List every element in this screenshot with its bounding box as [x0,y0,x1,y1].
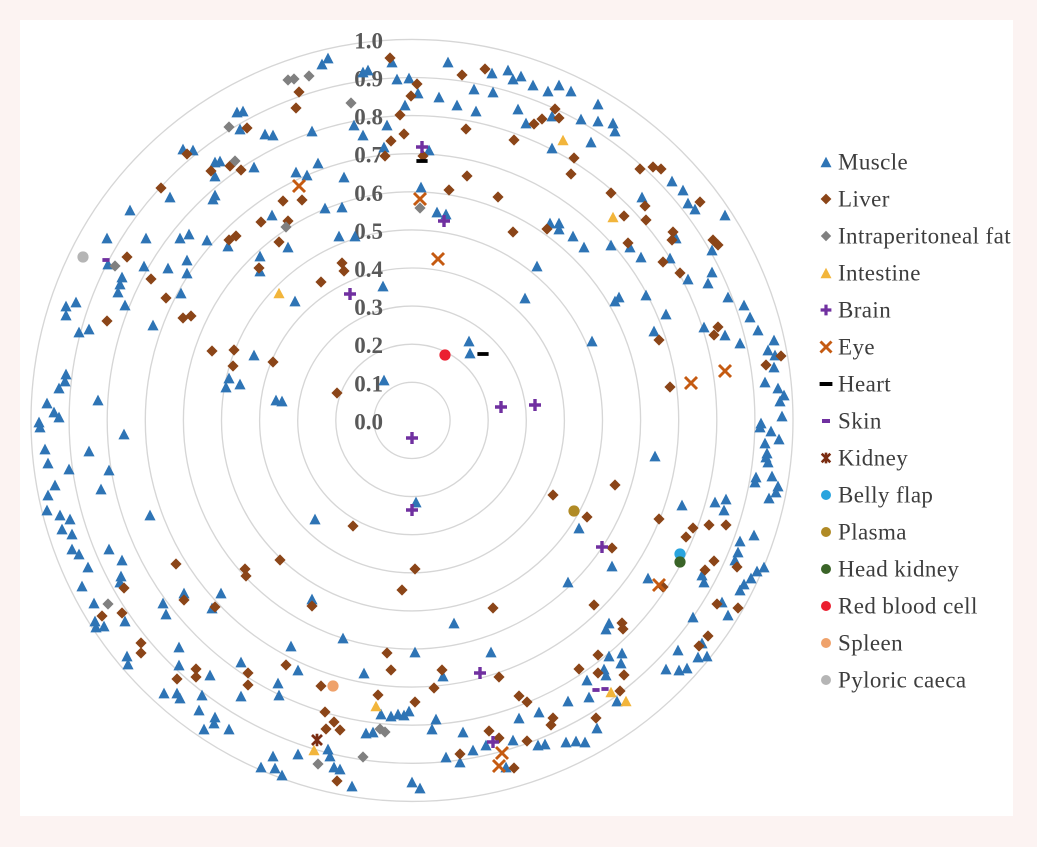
svg-text:Belly flap: Belly flap [838,483,933,508]
svg-text:Muscle: Muscle [838,150,908,175]
svg-text:0.6: 0.6 [354,181,383,206]
svg-text:Kidney: Kidney [838,446,908,471]
svg-text:0.7: 0.7 [354,143,383,168]
svg-text:Red blood cell: Red blood cell [838,594,978,619]
svg-text:Heart: Heart [838,372,891,397]
svg-text:Head kidney: Head kidney [838,557,959,582]
svg-text:Intestine: Intestine [838,261,921,286]
svg-text:Skin: Skin [838,409,882,434]
svg-text:Brain: Brain [838,298,891,323]
svg-text:0.3: 0.3 [354,295,383,320]
svg-text:0.2: 0.2 [354,333,383,358]
svg-text:0.8: 0.8 [354,105,383,130]
svg-text:Pyloric caeca: Pyloric caeca [838,668,966,693]
svg-text:Intraperitoneal fat: Intraperitoneal fat [838,224,1011,249]
svg-text:1.0: 1.0 [354,28,383,53]
svg-text:0.0: 0.0 [354,409,383,434]
svg-text:0.1: 0.1 [354,371,383,396]
svg-text:Spleen: Spleen [838,631,903,656]
svg-text:Liver: Liver [838,187,890,212]
svg-text:0.4: 0.4 [354,257,383,282]
svg-text:Plasma: Plasma [838,520,907,545]
svg-text:Eye: Eye [838,335,875,360]
